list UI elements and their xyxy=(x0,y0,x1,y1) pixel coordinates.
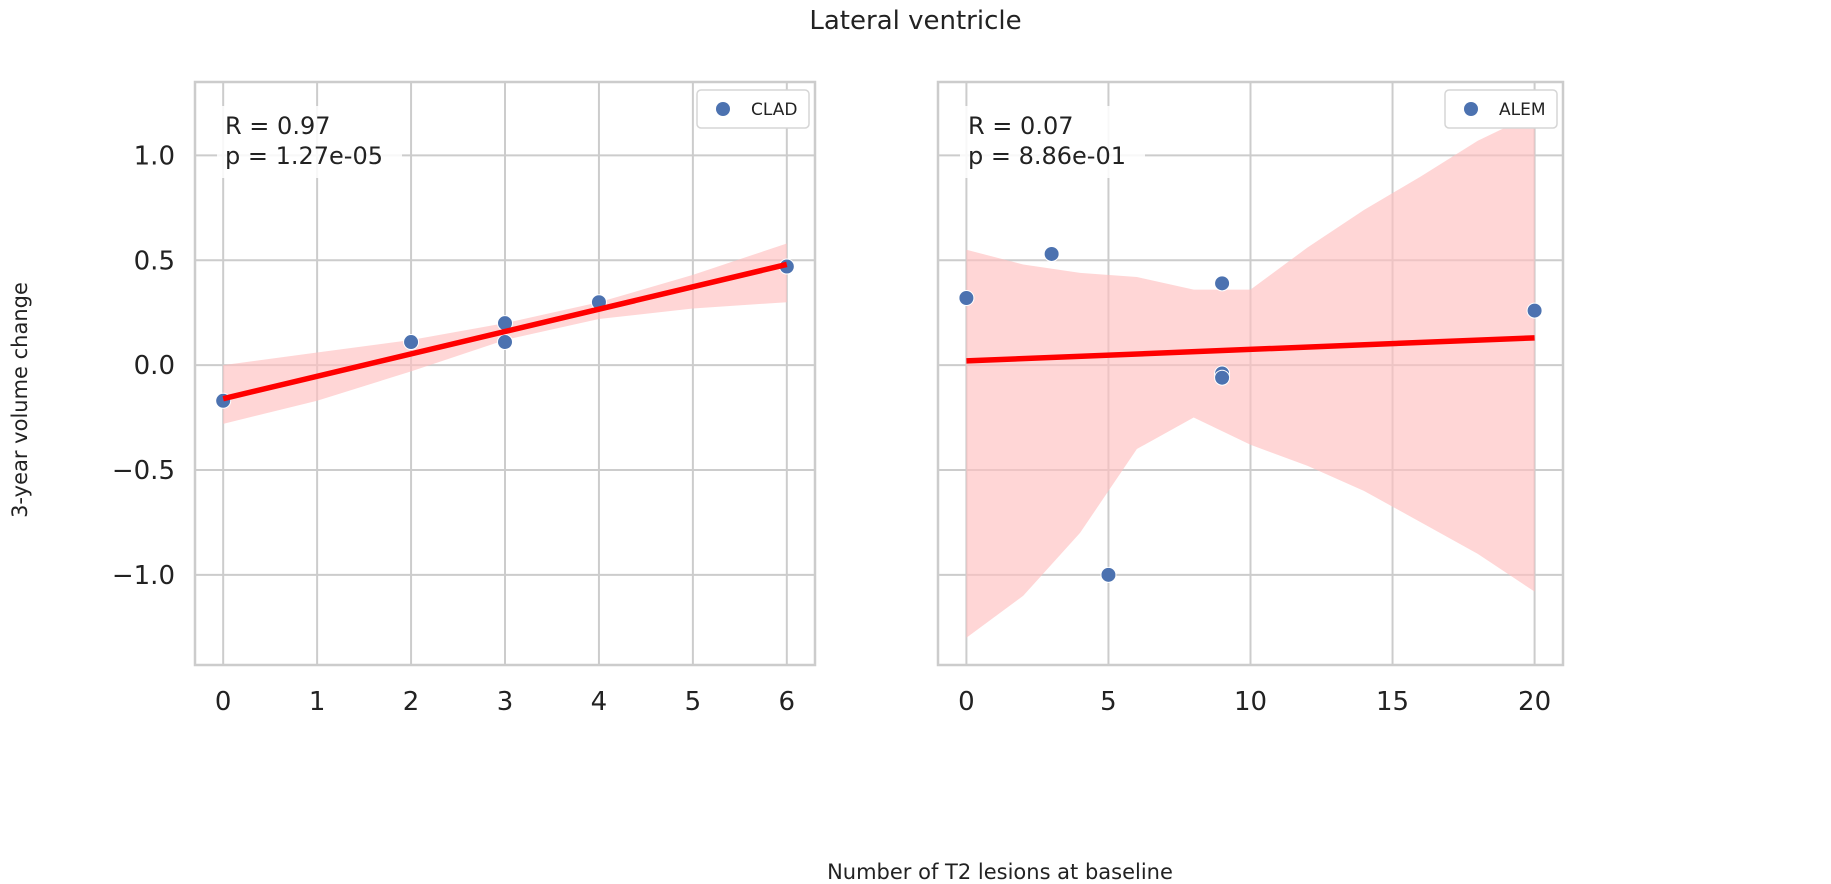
left-legend-box xyxy=(696,89,810,129)
left-x-tick-label: 0 xyxy=(215,687,232,717)
left-x-tick-label: 4 xyxy=(591,687,608,717)
left-x-tick-label: 3 xyxy=(497,687,514,717)
left-x-tick-label: 1 xyxy=(309,687,326,717)
left-x-tick-label: 6 xyxy=(779,687,796,717)
left-x-tick-label: 5 xyxy=(685,687,702,717)
figure-title: Lateral ventricle xyxy=(809,6,1022,36)
left-y-tick-label: −1.0 xyxy=(112,561,175,591)
left-y-tick-label: 0.5 xyxy=(134,246,175,276)
left-stats-background xyxy=(217,106,402,178)
left-regression-line xyxy=(222,261,788,402)
left-stats-p: p = 1.27e-05 xyxy=(225,142,383,170)
left-legend-marker xyxy=(716,102,730,116)
left-y-tick-label: 1.0 xyxy=(134,141,175,171)
left-legend-label: CLAD xyxy=(751,100,797,120)
left-data-point xyxy=(403,334,420,351)
left-y-tick-label: 0.0 xyxy=(134,351,175,381)
left-data-point xyxy=(497,334,513,351)
left-y-tick-label: −0.5 xyxy=(112,456,175,486)
left-x-tick-label: 2 xyxy=(403,687,420,717)
left-stats-r: R = 0.97 xyxy=(225,112,330,140)
left-axes-frame xyxy=(193,80,817,667)
